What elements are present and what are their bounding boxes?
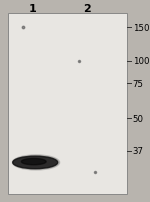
- Text: 50: 50: [133, 114, 144, 123]
- Text: 150: 150: [133, 23, 149, 32]
- Ellipse shape: [21, 159, 46, 165]
- Text: 37: 37: [133, 147, 144, 156]
- Text: 75: 75: [133, 79, 144, 88]
- Text: 2: 2: [83, 4, 91, 14]
- Text: 100: 100: [133, 57, 149, 66]
- Bar: [8, 14, 127, 194]
- Text: 1: 1: [29, 4, 37, 14]
- Ellipse shape: [13, 156, 58, 169]
- Ellipse shape: [12, 155, 60, 170]
